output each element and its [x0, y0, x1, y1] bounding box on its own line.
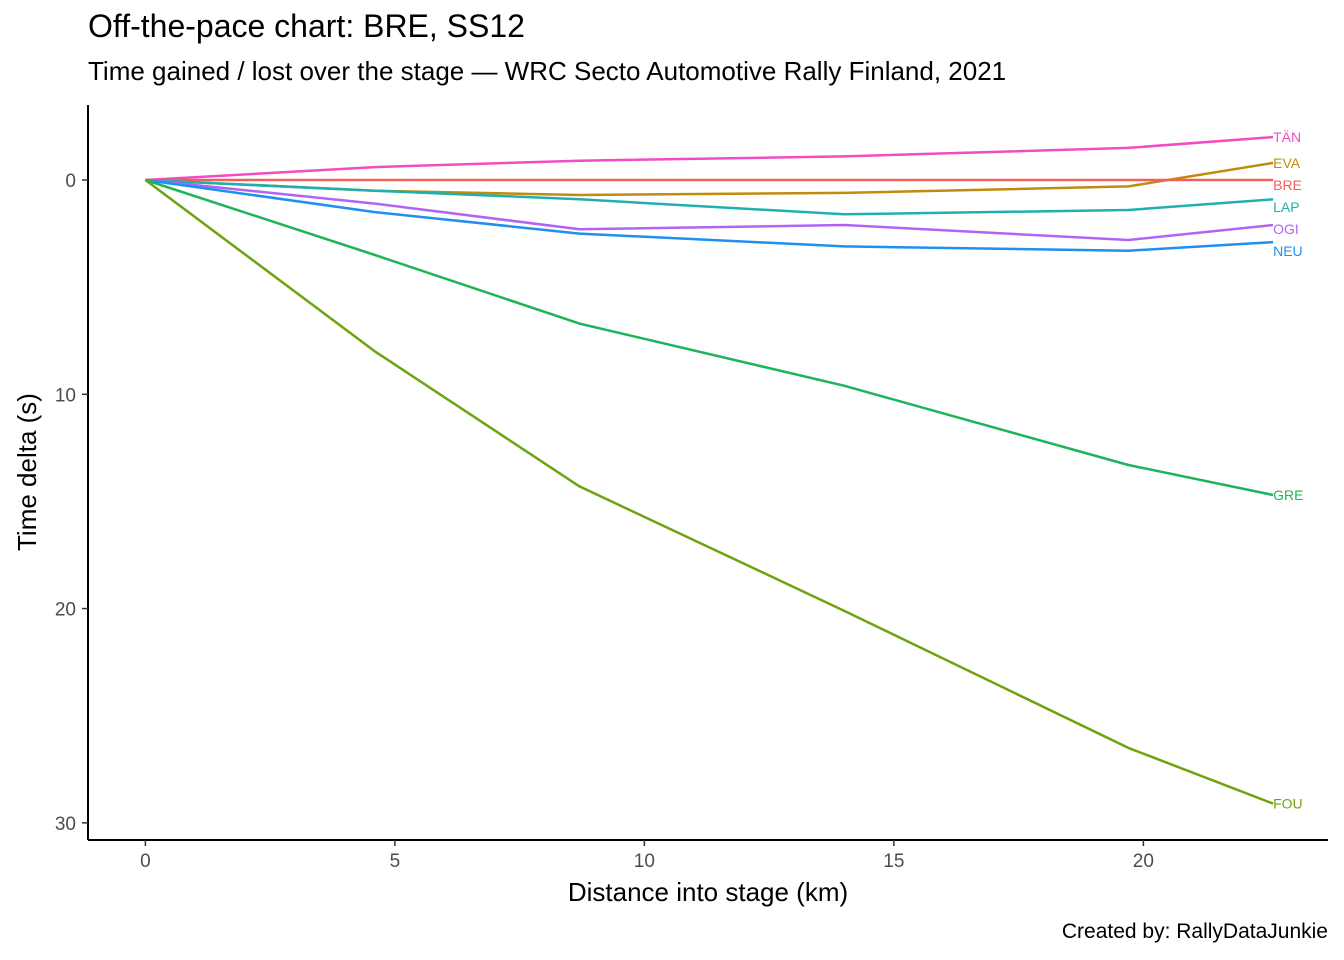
series-label-neu: NEU [1273, 243, 1303, 259]
x-tick-label: 15 [883, 851, 904, 872]
x-tick-label: 20 [1133, 851, 1154, 872]
y-tick-label: 20 [55, 600, 76, 621]
x-tick-label: 5 [390, 851, 401, 872]
y-axis-title: Time delta (s) [12, 393, 42, 551]
y-axis-ticks: 0 10 20 30 [55, 171, 88, 835]
series-label-lap: LAP [1273, 199, 1299, 215]
series-line-tän [145, 135, 1274, 182]
series-label-gre: GRE [1273, 487, 1303, 503]
series-label-bre: BRE [1273, 177, 1302, 193]
x-axis-ticks: 0 5 10 15 20 [140, 840, 1154, 872]
y-tick-label: 0 [65, 171, 76, 192]
y-tick-label: 30 [55, 814, 76, 835]
series-label-tän: TÄN [1273, 129, 1301, 145]
series-lines [144, 135, 1274, 805]
y-tick-label: 10 [55, 385, 76, 406]
chart-title: Off-the-pace chart: BRE, SS12 [88, 8, 525, 44]
series-label-eva: EVA [1273, 155, 1301, 171]
series-line-gre [145, 178, 1274, 497]
x-tick-label: 10 [634, 851, 655, 872]
series-label-fou: FOU [1273, 796, 1303, 812]
chart-subtitle: Time gained / lost over the stage — WRC … [88, 56, 1007, 86]
series-line-neu [145, 178, 1274, 252]
series-end-labels: TÄN EVA BRE LAP OGI NEU GRE FOU [1273, 129, 1303, 811]
x-axis-title: Distance into stage (km) [568, 877, 848, 907]
series-label-ogi: OGI [1273, 221, 1299, 237]
x-tick-label: 0 [140, 851, 151, 872]
series-line-fou [144, 178, 1274, 805]
series-line-ogi [145, 178, 1274, 242]
chart-caption: Created by: RallyDataJunkie [1061, 920, 1328, 943]
series-line-lap [145, 178, 1274, 216]
